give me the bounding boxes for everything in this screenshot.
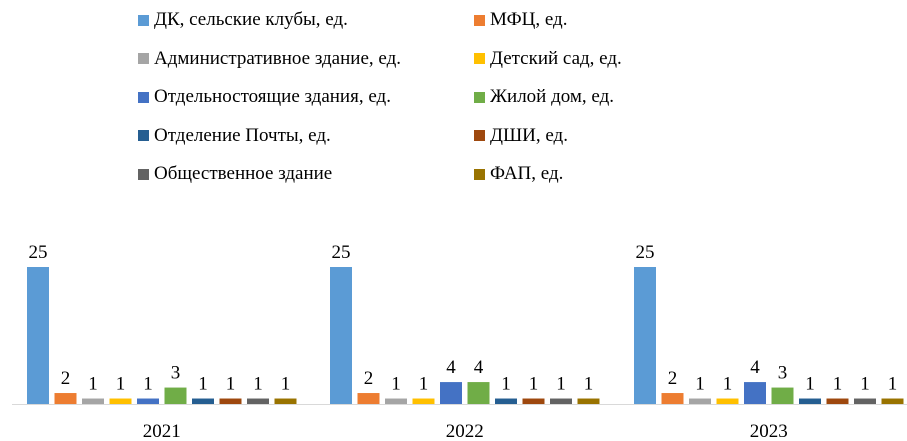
data-label: 1 <box>888 374 898 395</box>
bar <box>274 398 297 404</box>
legend-item: ДК, сельские клубы, ед. <box>138 8 348 32</box>
legend-swatch <box>138 53 149 64</box>
data-label: 4 <box>750 357 760 378</box>
x-tick-label: 2021 <box>143 421 181 441</box>
legend-swatch <box>474 14 485 26</box>
data-label: 2 <box>364 368 374 389</box>
data-label: 1 <box>116 374 126 395</box>
bar <box>495 398 517 404</box>
legend-label: Жилой дом, ед. <box>490 86 615 107</box>
bar <box>109 398 132 404</box>
data-label: 1 <box>805 374 815 395</box>
bar <box>689 398 711 404</box>
data-label: 1 <box>833 374 843 395</box>
bar <box>440 382 462 404</box>
data-label: 1 <box>226 374 236 395</box>
data-label: 3 <box>778 363 788 384</box>
bar <box>164 387 187 404</box>
bar <box>522 398 545 404</box>
bar <box>247 398 269 404</box>
data-label: 1 <box>198 374 208 395</box>
legend-label: Детский сад, ед. <box>490 47 622 69</box>
legend-swatch <box>474 130 485 141</box>
bar-group: 252 1 14 41 1 1 1 <box>330 242 600 404</box>
legend-item: Общественное здание <box>138 162 332 186</box>
data-label: 1 <box>556 374 566 395</box>
data-label: 2 <box>668 368 678 389</box>
data-label: 1 <box>695 374 705 395</box>
bar <box>385 398 407 404</box>
bar <box>467 382 490 404</box>
data-label: 1 <box>88 374 98 395</box>
data-label: 1 <box>419 374 429 395</box>
legend-swatch <box>474 168 485 180</box>
bar <box>661 393 684 404</box>
bar <box>412 398 435 404</box>
data-label: 1 <box>501 374 511 395</box>
bar <box>826 398 849 404</box>
legend-swatch <box>474 53 485 64</box>
bar <box>219 398 242 404</box>
data-label: 1 <box>253 374 263 395</box>
legend-swatch <box>138 91 149 103</box>
bar-group: 252 1 1 131 1 1 1 <box>27 242 297 404</box>
bar <box>27 267 49 404</box>
data-label: 25 <box>636 242 655 263</box>
legend-label: ДК, сельские клубы, ед. <box>154 9 348 30</box>
bar <box>550 398 572 404</box>
bar <box>716 398 739 404</box>
bar <box>744 382 766 404</box>
data-label: 1 <box>281 374 291 395</box>
x-tick-label: 2022 <box>446 421 484 441</box>
bar <box>137 398 159 404</box>
bar <box>881 398 904 404</box>
legend-label: ФАП, ед. <box>490 163 564 184</box>
legend-label: МФЦ, ед. <box>490 9 568 30</box>
data-label: 1 <box>391 374 401 395</box>
legend-label: Отделение Почты, ед. <box>154 124 331 146</box>
data-label: 1 <box>529 374 539 395</box>
legend-item: Отделение Почты, ед. <box>138 124 331 148</box>
bar <box>799 398 821 404</box>
data-label: 1 <box>860 374 870 395</box>
x-tick-label: 2023 <box>750 421 788 441</box>
data-label: 3 <box>171 363 181 384</box>
legend-item: Административное здание, ед. <box>138 47 401 71</box>
bar <box>330 267 352 404</box>
legend-item: ДШИ, ед. <box>474 124 568 148</box>
data-label: 4 <box>474 357 484 378</box>
legend: ДК, сельские клубы, ед. МФЦ, ед. Администр… <box>0 0 907 210</box>
legend-label: ДШИ, ед. <box>490 124 568 146</box>
bar <box>357 393 380 404</box>
legend-item: Жилой дом, ед. <box>474 85 614 109</box>
data-label: 2 <box>61 368 71 389</box>
bar <box>771 387 794 404</box>
data-label: 1 <box>584 374 594 395</box>
legend-item: Отдельностоящие здания, ед. <box>138 85 391 109</box>
legend-item: Детский сад, ед. <box>474 47 622 71</box>
bar <box>82 398 104 404</box>
bar <box>54 393 77 404</box>
data-label: 1 <box>723 374 733 395</box>
legend-label: Административное здание, ед. <box>154 47 401 69</box>
bar <box>634 267 656 404</box>
legend-item: МФЦ, ед. <box>474 8 567 32</box>
legend-item: ФАП, ед. <box>474 162 563 186</box>
data-label: 25 <box>29 242 48 263</box>
data-label: 25 <box>332 242 351 263</box>
legend-swatch <box>138 130 149 141</box>
bar <box>192 398 214 404</box>
bar <box>854 398 876 404</box>
data-label: 4 <box>446 357 456 378</box>
legend-swatch <box>474 91 485 103</box>
bar <box>577 398 600 404</box>
legend-swatch <box>138 14 149 26</box>
bar-group: 252 1 14 31 1 1 1 <box>634 242 904 404</box>
legend-swatch <box>138 168 149 180</box>
data-label: 1 <box>143 374 153 395</box>
legend-label: Отдельностоящие здания, ед. <box>154 86 391 107</box>
legend-label: Общественное здание <box>154 163 333 184</box>
